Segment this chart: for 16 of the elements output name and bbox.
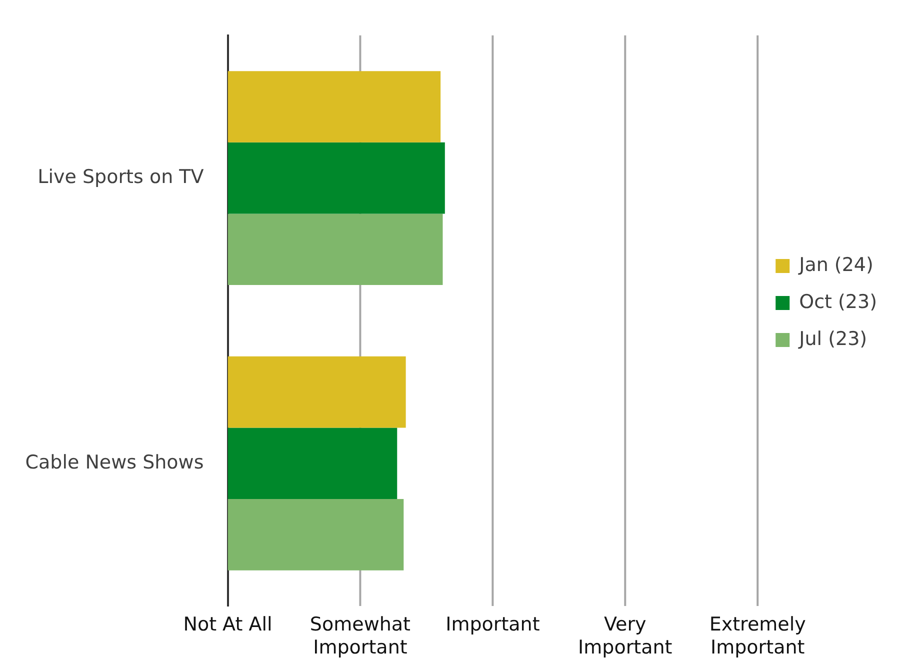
bar [228,499,404,570]
bar [228,214,443,286]
ref-line-label: Very Important [578,613,672,658]
text: Not At All [183,613,272,636]
ref-line-label: Somewhat Important [310,613,410,658]
bar [228,428,398,500]
ref-line-label: Extremely Important [709,613,806,658]
bar [228,356,406,428]
legend-label: Jul (23) [798,328,868,350]
y-tick-label: Cable News Shows [25,451,204,474]
ref-line-label: Important [446,613,540,636]
legend-label: Jan (24) [798,254,874,276]
y-tick-label: Live Sports on TV [38,166,204,188]
bar [228,142,445,214]
bar [228,71,441,142]
legend-label: Oct (23) [799,290,878,313]
